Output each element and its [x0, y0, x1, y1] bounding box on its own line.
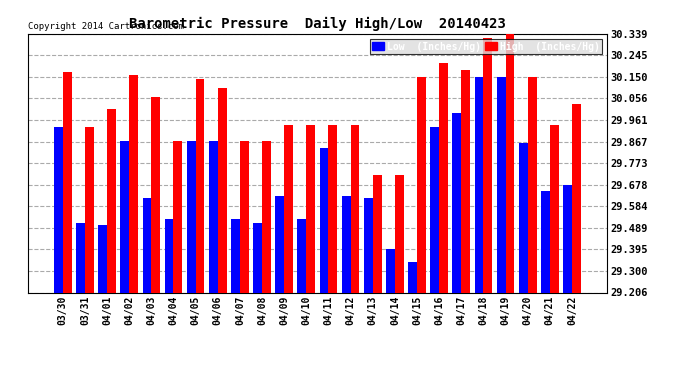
Bar	[85, 127, 94, 292]
Bar	[165, 219, 173, 292]
Bar	[572, 104, 581, 292]
Bar	[395, 175, 404, 292]
Bar	[563, 185, 572, 292]
Bar	[519, 143, 528, 292]
Bar	[120, 141, 129, 292]
Bar	[550, 125, 559, 292]
Bar	[63, 72, 72, 292]
Bar	[253, 223, 262, 292]
Bar	[196, 79, 204, 292]
Bar	[506, 34, 515, 292]
Bar	[240, 141, 249, 292]
Bar	[528, 77, 537, 292]
Bar	[484, 38, 492, 292]
Bar	[209, 141, 218, 292]
Bar	[262, 141, 271, 292]
Bar	[453, 114, 462, 292]
Bar	[129, 75, 138, 292]
Text: Copyright 2014 Cartronics.com: Copyright 2014 Cartronics.com	[28, 22, 184, 31]
Bar	[231, 219, 240, 292]
Bar	[462, 70, 470, 292]
Bar	[475, 77, 484, 292]
Bar	[143, 198, 151, 292]
Bar	[417, 77, 426, 292]
Bar	[187, 141, 196, 292]
Bar	[408, 262, 417, 292]
Bar	[351, 125, 359, 292]
Bar	[76, 223, 85, 292]
Bar	[275, 196, 284, 292]
Bar	[306, 125, 315, 292]
Bar	[439, 63, 448, 292]
Bar	[319, 148, 328, 292]
Bar	[297, 219, 306, 292]
Bar	[386, 249, 395, 292]
Bar	[342, 196, 351, 292]
Bar	[107, 109, 116, 292]
Bar	[218, 88, 226, 292]
Bar	[364, 198, 373, 292]
Legend: Low  (Inches/Hg), High  (Inches/Hg): Low (Inches/Hg), High (Inches/Hg)	[370, 39, 602, 54]
Bar	[431, 127, 439, 292]
Bar	[151, 98, 160, 292]
Bar	[98, 225, 107, 292]
Bar	[173, 141, 182, 292]
Title: Barometric Pressure  Daily High/Low  20140423: Barometric Pressure Daily High/Low 20140…	[129, 17, 506, 31]
Bar	[373, 175, 382, 292]
Bar	[328, 125, 337, 292]
Bar	[541, 191, 550, 292]
Bar	[54, 127, 63, 292]
Bar	[497, 77, 506, 292]
Bar	[284, 125, 293, 292]
